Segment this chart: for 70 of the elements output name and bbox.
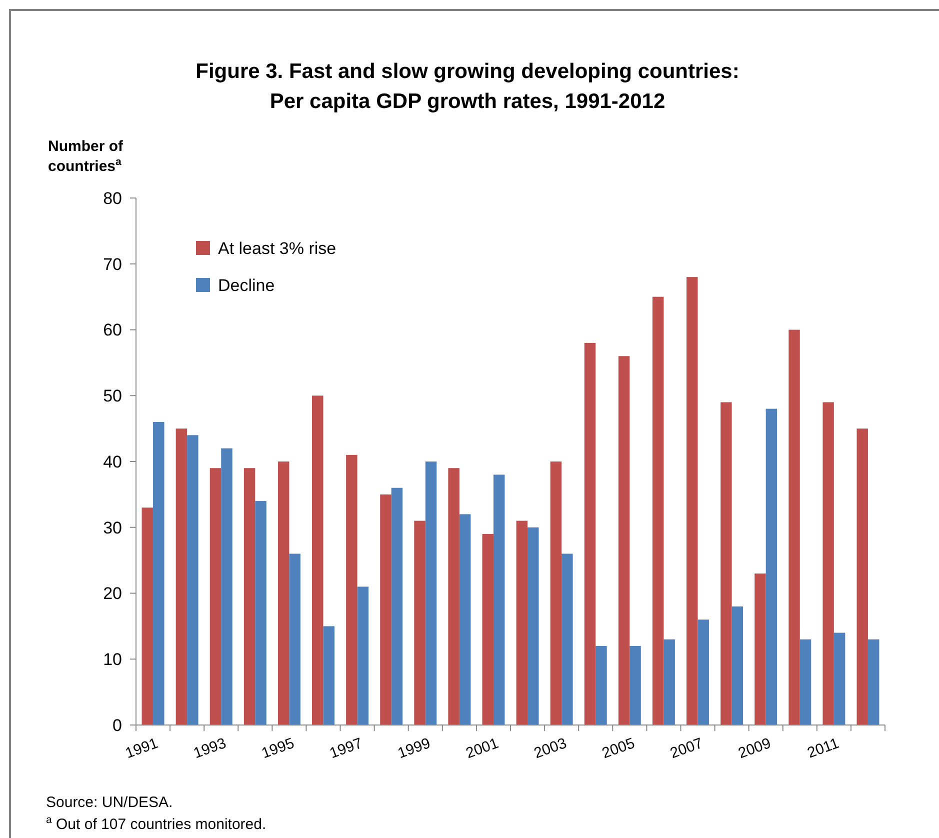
x-tick-label: 1999 <box>396 734 433 762</box>
bar <box>528 527 539 725</box>
bar <box>618 356 630 725</box>
bar <box>493 474 505 725</box>
bar <box>868 639 880 725</box>
bar <box>754 573 766 725</box>
bar <box>289 554 300 725</box>
legend-label: At least 3% rise <box>218 238 336 258</box>
x-tick-label: 2001 <box>464 734 501 762</box>
bar <box>596 646 607 725</box>
bar <box>176 428 188 725</box>
x-tick-label: 1997 <box>327 734 365 762</box>
bar <box>822 402 834 725</box>
bar <box>720 402 732 725</box>
bar <box>664 639 675 725</box>
bar <box>278 462 290 725</box>
y-tick-label: 80 <box>103 188 122 208</box>
y-tick-label: 50 <box>103 386 122 406</box>
bar <box>652 296 664 725</box>
bar <box>210 468 222 725</box>
bar <box>800 639 812 725</box>
y-tick-label: 0 <box>112 716 122 735</box>
bar <box>788 330 800 725</box>
bar <box>459 514 471 725</box>
bar <box>550 462 562 725</box>
bar <box>834 632 846 725</box>
bar <box>562 554 573 725</box>
y-tick-label: 30 <box>103 518 122 538</box>
bar <box>698 620 709 725</box>
bar <box>414 520 426 725</box>
chart-title: Figure 3. Fast and slow growing developing countries: Per capita GDP growth rates, 1991-2012 <box>196 60 740 113</box>
bar <box>482 534 494 725</box>
bar <box>425 462 437 725</box>
x-tick-label: 1993 <box>191 734 228 762</box>
text: $^{a}$ Out of 107 countries monitored. <box>46 814 266 833</box>
bar <box>255 501 266 725</box>
bar <box>766 408 778 725</box>
bar <box>448 468 460 725</box>
bar <box>142 508 154 725</box>
x-tick-label: 2003 <box>532 734 569 762</box>
bar <box>391 488 403 725</box>
bar <box>516 520 528 725</box>
bar <box>244 468 256 725</box>
bar <box>221 448 232 725</box>
x-tick-label: 1991 <box>123 734 160 762</box>
source-note: Source: UN/DESA. <box>46 794 173 811</box>
x-tick-label: 2009 <box>736 734 774 762</box>
bar <box>323 626 334 725</box>
y-tick-label: 60 <box>103 320 122 340</box>
bar <box>584 342 596 725</box>
bar <box>380 494 392 725</box>
bar <box>856 428 868 725</box>
y-tick-label: 40 <box>103 452 122 472</box>
bar <box>346 454 358 725</box>
bar <box>732 606 744 725</box>
x-tick-label: 2011 <box>805 734 842 762</box>
bar <box>153 422 164 725</box>
y-tick-label: 10 <box>103 650 122 670</box>
y-axis-title: Number of countries$^{a}$ <box>48 138 124 175</box>
x-tick-label: 1995 <box>259 734 297 762</box>
y-tick-label: 70 <box>103 254 122 274</box>
bar <box>357 586 369 725</box>
x-tick-label: 2007 <box>668 734 706 762</box>
x-tick-label: 2005 <box>600 734 638 762</box>
y-tick-label: 20 <box>103 584 122 604</box>
bar <box>312 396 324 725</box>
legend-label: Decline <box>218 276 275 295</box>
bar <box>686 277 698 725</box>
bar <box>630 646 641 725</box>
bar <box>187 435 198 725</box>
